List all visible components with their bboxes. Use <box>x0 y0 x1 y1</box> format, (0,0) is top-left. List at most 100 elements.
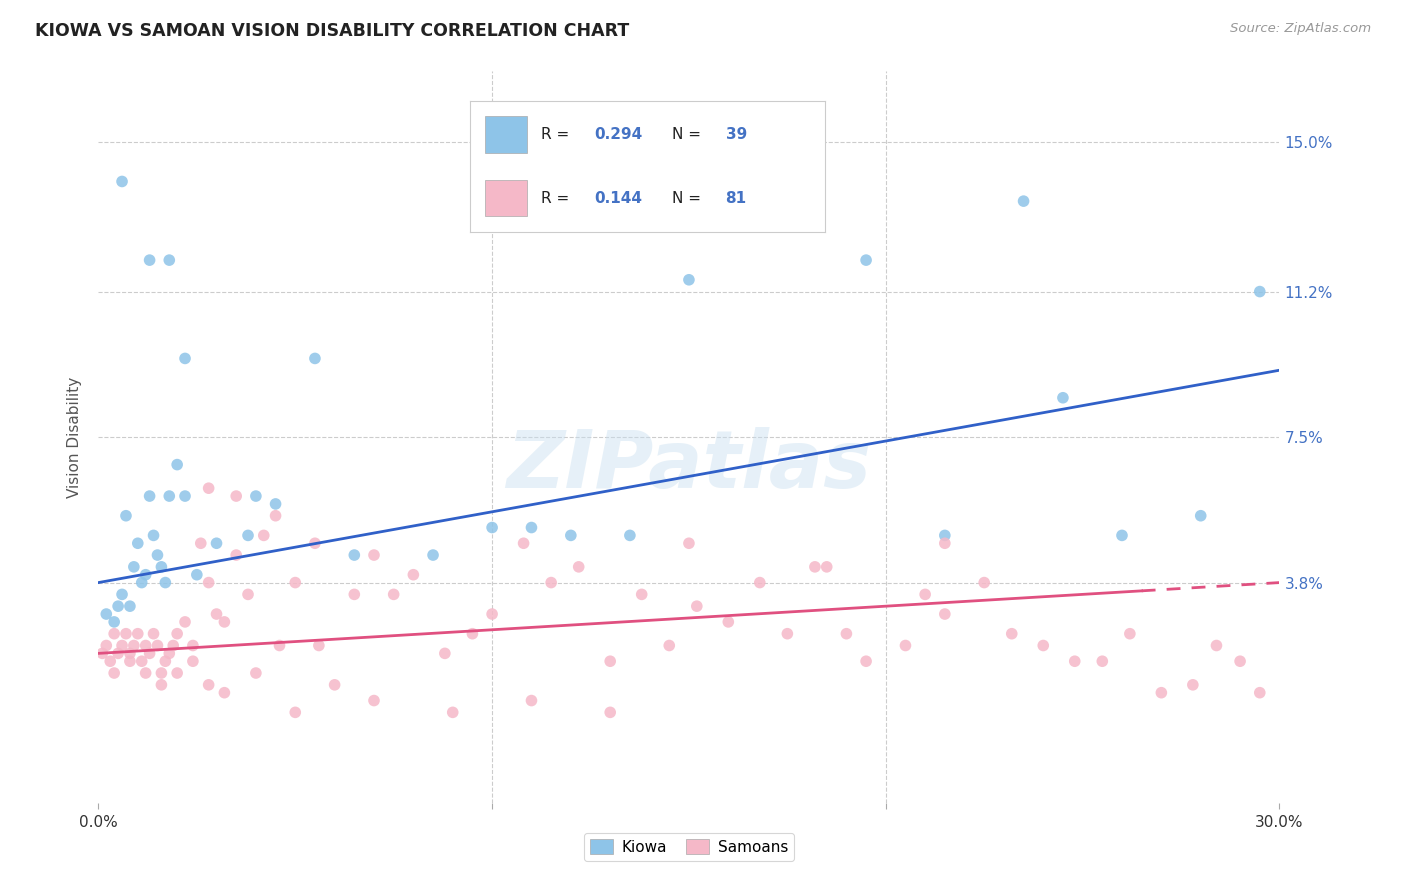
Point <box>181 654 204 668</box>
Point <box>678 273 700 287</box>
Point <box>157 253 180 268</box>
Point <box>1111 528 1133 542</box>
Point <box>131 575 153 590</box>
Point <box>103 626 125 640</box>
Point <box>205 607 228 621</box>
Point <box>973 575 995 590</box>
Point <box>166 666 188 681</box>
Point <box>253 528 276 542</box>
Point <box>103 615 125 629</box>
Point <box>98 654 121 668</box>
Point <box>1181 678 1204 692</box>
Point <box>155 575 177 590</box>
Point <box>776 135 799 149</box>
Point <box>323 678 346 692</box>
Point <box>162 639 184 653</box>
Point <box>138 489 160 503</box>
Point <box>150 559 173 574</box>
Point <box>146 639 169 653</box>
Point <box>174 351 197 366</box>
Point <box>118 654 141 668</box>
Point <box>1150 686 1173 700</box>
Point <box>142 528 165 542</box>
Point <box>1249 285 1271 299</box>
Point <box>1119 626 1142 640</box>
Point <box>441 706 464 720</box>
Point <box>520 520 543 534</box>
Point <box>855 253 877 268</box>
Point <box>91 646 114 660</box>
Point <box>245 666 267 681</box>
Point <box>135 567 157 582</box>
Point <box>1001 626 1024 640</box>
Point <box>284 575 307 590</box>
Point <box>304 536 326 550</box>
Point <box>135 639 157 653</box>
Point <box>619 528 641 542</box>
Point <box>236 587 259 601</box>
Point <box>934 607 956 621</box>
Point <box>599 706 621 720</box>
Point <box>678 536 700 550</box>
Point <box>343 548 366 562</box>
Point <box>111 639 134 653</box>
Point <box>214 615 236 629</box>
Point <box>308 639 330 653</box>
Point <box>146 548 169 562</box>
Point <box>717 615 740 629</box>
Point <box>142 626 165 640</box>
Y-axis label: Vision Disability: Vision Disability <box>67 376 83 498</box>
Point <box>174 615 197 629</box>
Point <box>225 489 247 503</box>
Point <box>776 626 799 640</box>
Point <box>111 587 134 601</box>
Point <box>363 548 385 562</box>
Point <box>481 607 503 621</box>
Point <box>225 548 247 562</box>
Point <box>934 536 956 550</box>
Point <box>560 528 582 542</box>
Point <box>197 575 219 590</box>
Point <box>804 559 827 574</box>
Point <box>461 626 484 640</box>
Point <box>264 508 287 523</box>
Point <box>174 489 197 503</box>
Point <box>181 639 204 653</box>
Point <box>855 654 877 668</box>
Point <box>1229 654 1251 668</box>
Point <box>1063 654 1085 668</box>
Text: ZIPatlas: ZIPatlas <box>506 427 872 506</box>
Point <box>512 536 534 550</box>
Point <box>1012 194 1035 208</box>
Point <box>686 599 709 614</box>
Point <box>118 646 141 660</box>
Point <box>122 639 145 653</box>
Point <box>118 599 141 614</box>
Point <box>658 639 681 653</box>
Point <box>269 639 291 653</box>
Point <box>1091 654 1114 668</box>
Point <box>186 567 208 582</box>
Point <box>150 678 173 692</box>
Point <box>363 693 385 707</box>
Point <box>599 654 621 668</box>
Legend: Kiowa, Samoans: Kiowa, Samoans <box>583 833 794 861</box>
Point <box>197 678 219 692</box>
Point <box>236 528 259 542</box>
Point <box>150 666 173 681</box>
Point <box>157 489 180 503</box>
Point <box>155 654 177 668</box>
Point <box>138 253 160 268</box>
Point <box>568 559 591 574</box>
Point <box>107 599 129 614</box>
Point <box>1249 686 1271 700</box>
Point <box>422 548 444 562</box>
Point <box>630 587 652 601</box>
Point <box>115 626 138 640</box>
Point <box>894 639 917 653</box>
Point <box>166 458 188 472</box>
Point <box>127 626 149 640</box>
Text: KIOWA VS SAMOAN VISION DISABILITY CORRELATION CHART: KIOWA VS SAMOAN VISION DISABILITY CORREL… <box>35 22 630 40</box>
Point <box>520 693 543 707</box>
Point <box>157 646 180 660</box>
